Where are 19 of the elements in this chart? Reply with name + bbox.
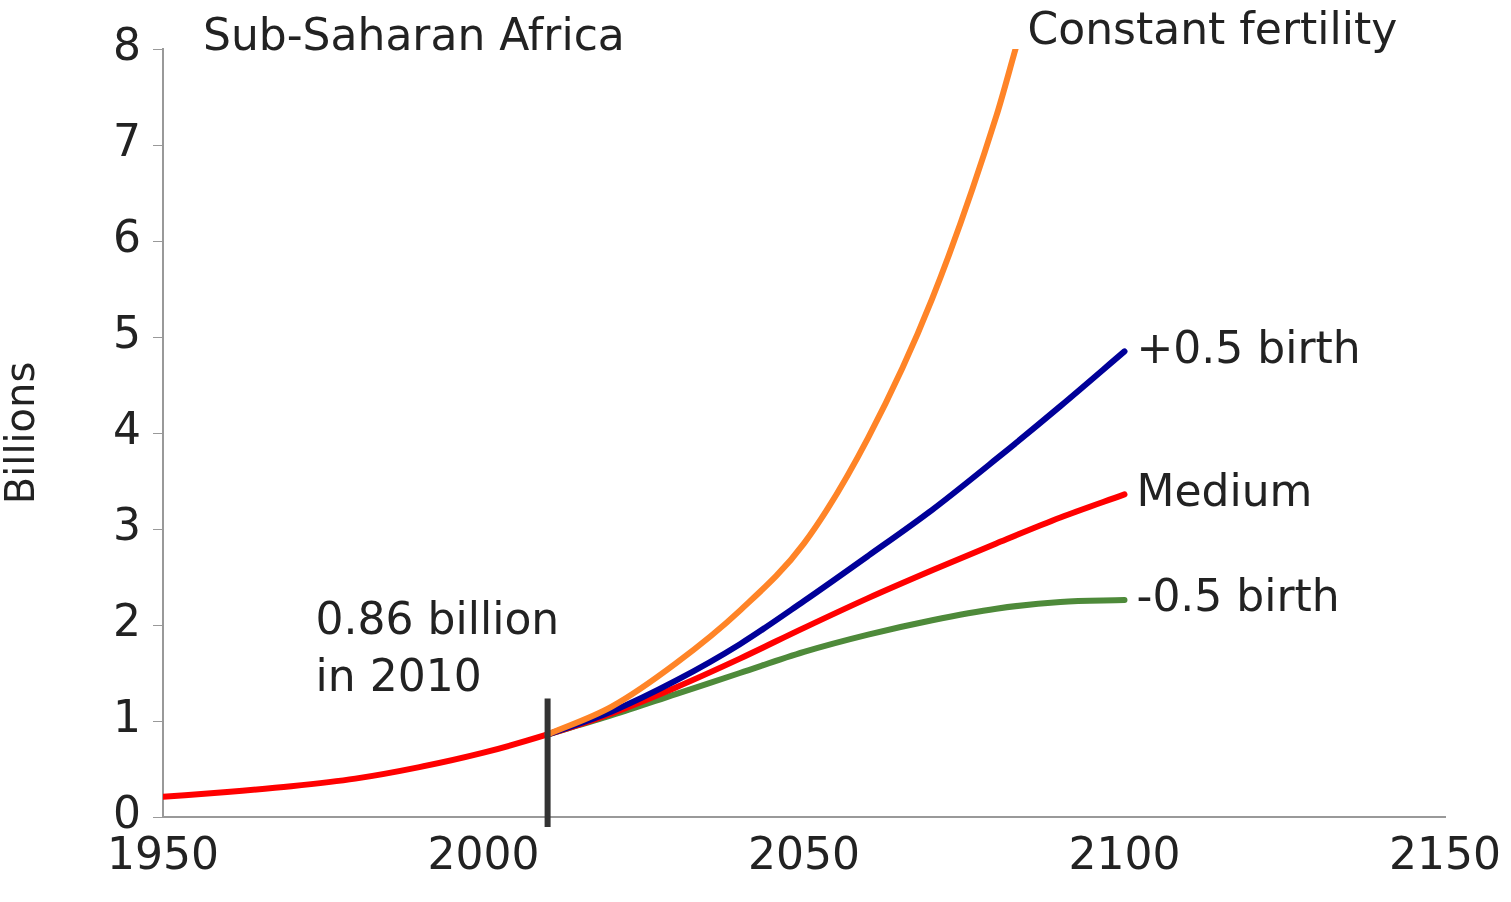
y-axis-title: Billions [0,361,44,505]
y-tick-label: 3 [113,499,141,551]
x-tick-label: 2000 [427,827,540,879]
y-tick-label: 5 [113,307,141,359]
y-tick-label: 4 [113,403,141,455]
x-tick-label: 2150 [1389,827,1501,879]
y-tick-label: 8 [113,19,141,71]
y-tick-label: 1 [113,691,141,743]
series-label: Medium [1136,464,1313,516]
series-label: -0.5 birth [1136,570,1340,622]
annotation: 0.86 billion in 2010 [315,593,560,702]
y-tick-label: 6 [113,211,141,263]
chart-title: Sub-Saharan Africa [203,9,625,61]
series-label: Constant fertility [1027,3,1398,55]
y-tick-label: 2 [113,595,141,647]
y-tick-label: 7 [113,115,141,167]
series-label: +0.5 birth [1136,321,1361,373]
x-tick-label: 2050 [748,827,860,879]
x-tick-label: 2100 [1068,827,1181,879]
